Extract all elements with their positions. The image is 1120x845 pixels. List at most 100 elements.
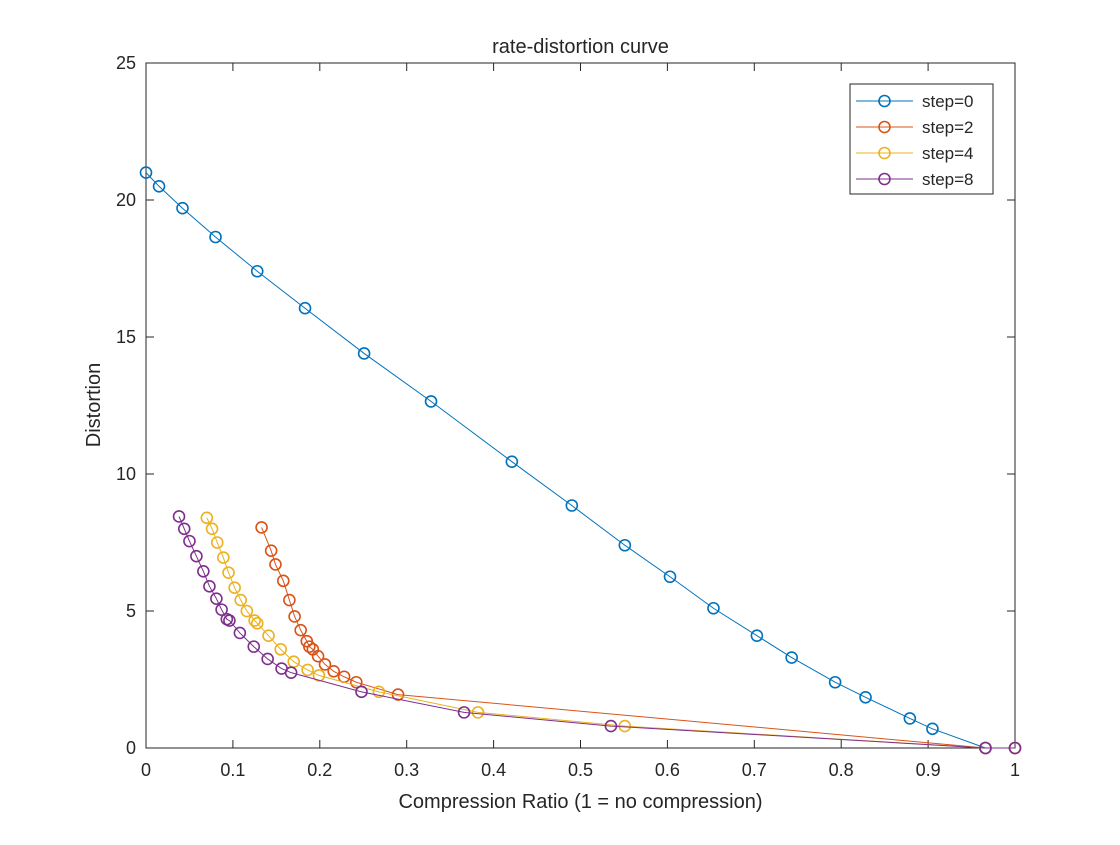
legend-entry: step=2	[856, 118, 974, 137]
data-point	[210, 592, 223, 605]
data-point	[240, 604, 254, 618]
legend-marker	[878, 146, 891, 160]
data-point	[457, 706, 471, 719]
data-point	[215, 603, 228, 616]
data-point	[274, 643, 287, 656]
x-tick-label: 0.3	[394, 760, 419, 780]
chart-title: rate-distortion curve	[492, 36, 669, 58]
x-tick-label: 0.6	[655, 760, 680, 780]
data-point	[903, 712, 917, 725]
legend-marker	[878, 94, 891, 108]
data-point	[210, 536, 224, 549]
data-point	[318, 658, 332, 671]
legend-entry: step=8	[856, 170, 974, 189]
y-axis-title: Distortion	[83, 363, 105, 447]
legend-marker	[878, 120, 891, 134]
data-point	[298, 301, 312, 315]
data-point	[190, 549, 203, 563]
series-line	[145, 172, 1015, 749]
data-point	[176, 201, 189, 215]
x-tick-label: 0.8	[829, 760, 854, 780]
series-step=8	[172, 510, 1022, 755]
data-point	[217, 551, 230, 564]
data-point	[248, 614, 261, 627]
x-tick-label: 0.9	[916, 760, 941, 780]
y-tick-label: 15	[116, 327, 136, 347]
data-point	[327, 664, 341, 678]
data-point	[247, 640, 261, 653]
legend-marker	[878, 172, 891, 186]
data-point	[284, 666, 298, 679]
x-tick-label: 0.5	[568, 760, 593, 780]
y-tick-label: 10	[116, 464, 136, 484]
data-point	[264, 544, 278, 558]
data-point	[269, 558, 282, 571]
data-point	[152, 180, 166, 193]
data-point	[203, 580, 216, 593]
data-point	[1008, 741, 1022, 755]
data-point	[250, 617, 264, 630]
data-point	[785, 651, 798, 664]
data-point	[471, 706, 485, 719]
data-point	[139, 166, 153, 179]
series-line	[178, 516, 1015, 749]
y-tick-label: 20	[116, 190, 136, 210]
data-point	[926, 722, 939, 736]
data-point	[750, 629, 764, 642]
x-tick-label: 0.2	[307, 760, 332, 780]
legend: step=0 step=2 step=4 step=8	[849, 83, 994, 195]
legend-label: step=0	[922, 92, 974, 111]
data-point	[372, 685, 386, 699]
x-tick-label: 0.4	[481, 760, 506, 780]
data-point	[209, 230, 222, 244]
data-point	[357, 347, 371, 360]
data-point	[283, 593, 296, 607]
y-tick-label: 5	[126, 601, 136, 621]
data-point	[565, 499, 579, 512]
data-point	[294, 623, 307, 637]
legend-label: step=2	[922, 118, 974, 137]
data-point	[250, 264, 264, 278]
data-point	[301, 663, 314, 677]
y-tick-label: 25	[116, 53, 136, 73]
data-point	[233, 626, 247, 640]
series-layer	[139, 166, 1022, 755]
y-tick-label: 0	[126, 738, 136, 758]
data-point	[979, 741, 992, 755]
x-tick-label: 0.7	[742, 760, 767, 780]
data-point	[261, 652, 274, 666]
x-tick-label: 0.1	[220, 760, 245, 780]
data-point	[177, 522, 191, 536]
data-point	[200, 511, 214, 525]
data-point	[262, 629, 275, 642]
data-point	[255, 521, 268, 534]
series-step=0	[139, 166, 1022, 755]
data-point	[197, 564, 210, 578]
data-point	[303, 640, 316, 653]
legend-entry: step=0	[856, 92, 974, 111]
data-point	[311, 649, 325, 663]
data-point	[604, 719, 618, 733]
data-point	[183, 534, 196, 548]
series-line	[206, 517, 1015, 749]
x-axis-title: Compression Ratio (1 = no compression)	[398, 791, 762, 813]
x-tick-label: 1	[1010, 760, 1020, 780]
data-point	[707, 601, 720, 615]
legend-label: step=8	[922, 170, 974, 189]
data-point	[234, 593, 248, 607]
data-point	[312, 669, 326, 682]
data-point	[228, 581, 241, 595]
series-step=2	[255, 521, 1022, 755]
data-point	[277, 574, 290, 588]
legend-label: step=4	[922, 144, 974, 163]
data-point	[618, 538, 632, 552]
data-point	[355, 685, 368, 699]
data-point	[505, 455, 519, 468]
series-line	[261, 527, 1015, 749]
data-point	[663, 570, 677, 584]
x-tick-label: 0	[141, 760, 151, 780]
data-point	[859, 691, 872, 704]
